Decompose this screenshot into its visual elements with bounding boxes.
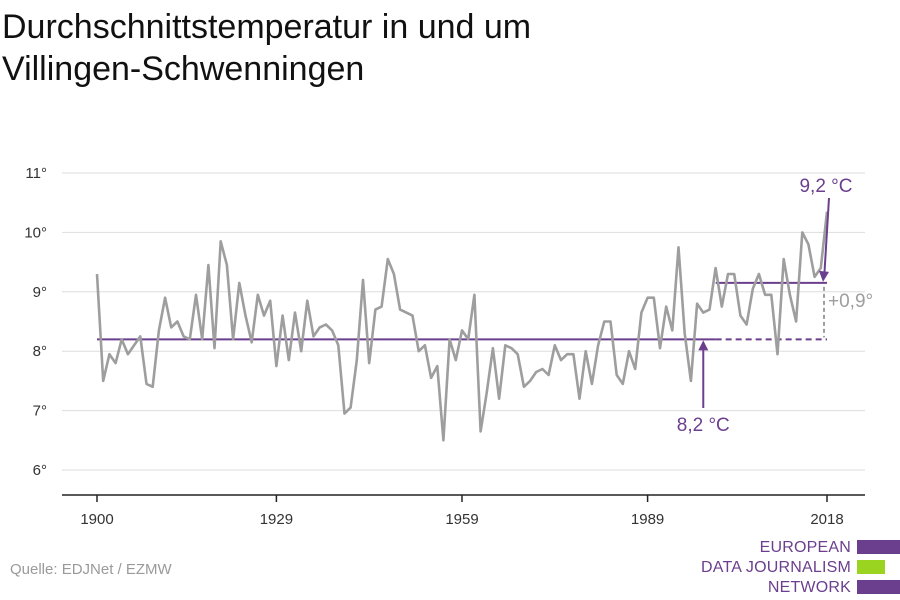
logo-line-data-journalism: DATA JOURNALISM bbox=[701, 559, 851, 576]
recent-arrow-head bbox=[819, 270, 829, 282]
baseline-arrow-head bbox=[698, 340, 709, 351]
x-tick-label: 1959 bbox=[445, 511, 478, 528]
difference-label: +0,9° bbox=[828, 291, 873, 312]
x-tick-label: 1989 bbox=[631, 511, 664, 528]
logo-bar-purple-top bbox=[857, 540, 900, 554]
y-tick-label: 10° bbox=[24, 224, 47, 241]
annotations: 8,2 °C 9,2 °C +0,9° bbox=[677, 176, 873, 436]
y-tick-label: 11° bbox=[25, 165, 47, 182]
x-tick-label: 1900 bbox=[80, 511, 113, 528]
y-tick-label: 8° bbox=[33, 343, 47, 360]
recent-arrow-shaft bbox=[823, 197, 830, 272]
logo-bar-purple-bottom bbox=[857, 580, 900, 594]
logo-line-european: EUROPEAN bbox=[759, 539, 851, 556]
baseline-value-label: 8,2 °C bbox=[677, 415, 730, 436]
gridlines bbox=[62, 172, 865, 471]
chart-title: Durchschnittstemperatur in und um Villin… bbox=[2, 6, 531, 90]
source-note: Quelle: EDJNet / EZMW bbox=[10, 561, 172, 578]
edjnet-logo: EUROPEAN DATA JOURNALISM NETWORK bbox=[700, 536, 900, 600]
y-tick-label: 6° bbox=[33, 462, 47, 479]
chart-title-line-1: Durchschnittstemperatur in und um bbox=[2, 8, 532, 46]
temperature-line bbox=[95, 211, 829, 442]
y-tick-label: 7° bbox=[33, 403, 47, 420]
x-tick-label: 1929 bbox=[260, 511, 293, 528]
recent-value-label: 9,2 °C bbox=[799, 176, 852, 197]
x-tick-label: 2018 bbox=[810, 511, 843, 528]
y-tick-label: 9° bbox=[33, 284, 47, 301]
temperature-series bbox=[95, 211, 829, 442]
chart-title-line-2: Villingen-Schwenningen bbox=[2, 50, 365, 88]
logo-bar-green bbox=[857, 560, 885, 574]
logo-line-network: NETWORK bbox=[767, 579, 851, 596]
axes: 6° 7° 8° 9° 10° 11° 1900 1929 1959 1989 2018 bbox=[24, 165, 865, 528]
